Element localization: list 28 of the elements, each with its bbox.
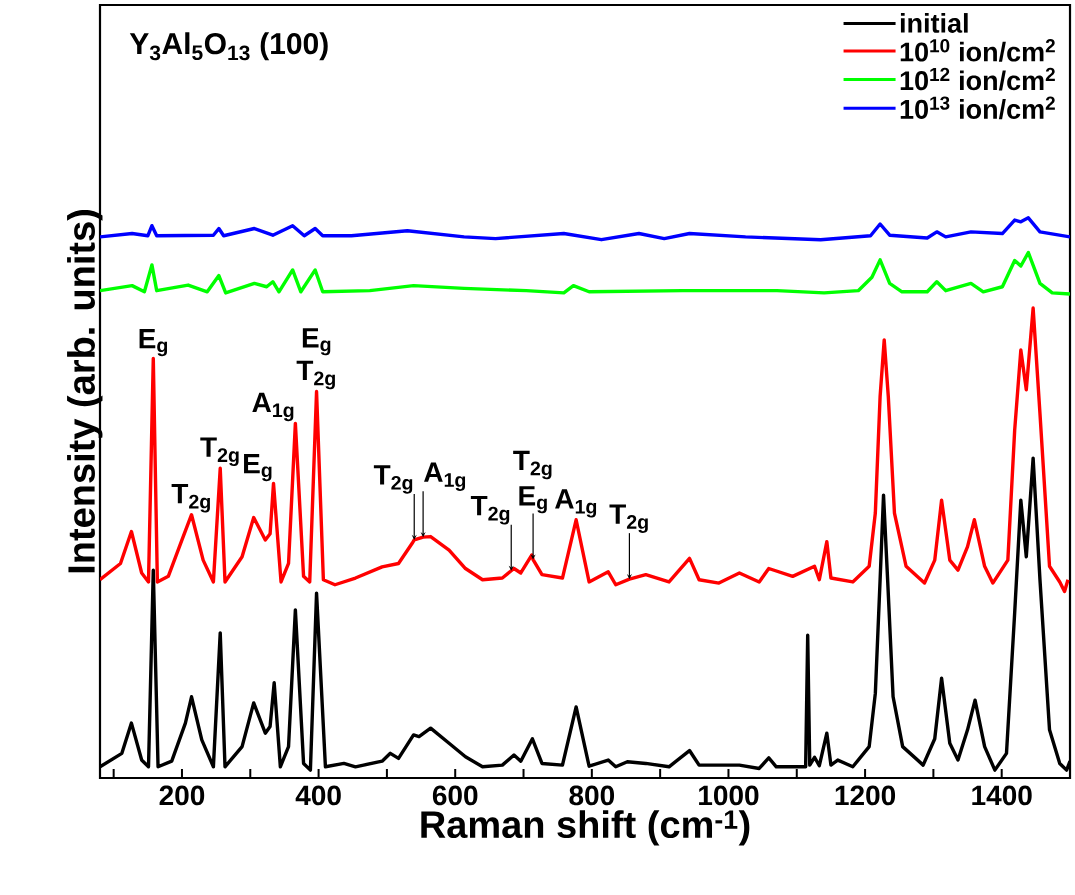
y-axis-title: Intensity (arb. units): [67, 210, 103, 573]
x-tick-label: 1000: [699, 785, 759, 806]
x-tick-label: 200: [159, 785, 205, 806]
legend-label: 10$^{13}$ ion/cm$^{2}$: [900, 96, 1055, 120]
annotation: A$_{1g}$: [252, 392, 294, 422]
annotation: T$_{2g}$: [200, 437, 239, 467]
annotation: T$_{2g}$: [171, 483, 210, 513]
x-tick-label: 800: [569, 785, 615, 806]
annotation: T$_{2g}$: [609, 504, 648, 533]
annotation: T$_{2g}$: [373, 465, 413, 494]
x-axis-title: Raman shift (cm$^{-1}$): [421, 810, 750, 846]
annotation: E$_{g}$: [139, 329, 168, 357]
annotation: E$_{g}$: [244, 454, 272, 482]
x-tick-label: 400: [295, 785, 341, 806]
annotation: A$_{1g}$: [424, 462, 466, 491]
annotation: E$_{g}$: [519, 486, 547, 514]
legend-label: initial: [900, 13, 968, 33]
annotation: A$_{1g}$: [555, 489, 597, 518]
annotation: T$_{2g}$: [513, 450, 552, 480]
legend-label: 10$^{12}$ ion/cm$^{2}$: [900, 67, 1055, 91]
annotation: T$_{2g}$: [470, 495, 510, 525]
x-tick-label: 1200: [835, 785, 896, 806]
x-tick-label: 600: [432, 785, 478, 806]
x-tick-label: 1400: [972, 785, 1032, 806]
chart-title: Y$_{3}$Al$_{5}$O$_{13}$ (100): [129, 32, 328, 61]
annotation: T$_{2g}$: [296, 360, 335, 390]
annotation: E$_{g}$: [302, 328, 331, 356]
legend-label: 10$^{10}$ ion/cm$^{2}$: [900, 39, 1055, 62]
